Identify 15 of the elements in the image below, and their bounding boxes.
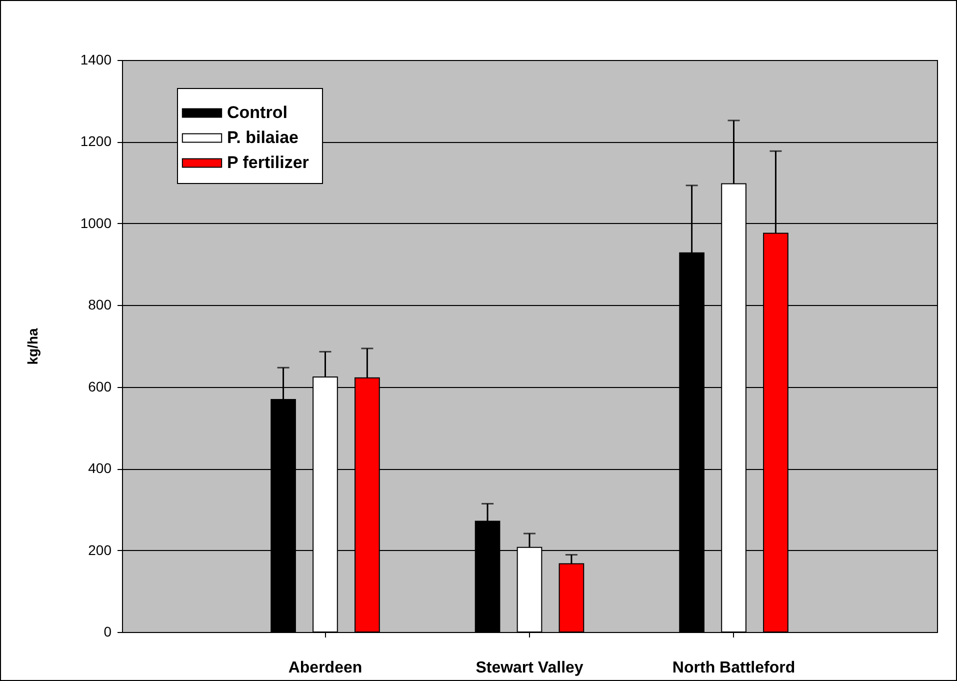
y-tick-label: 1400: [80, 52, 112, 68]
x-tick-label: North Battleford: [672, 660, 796, 676]
y-tick-label: 1200: [80, 133, 112, 150]
y-tick-label: 400: [88, 460, 112, 476]
x-tick-label: Stewart Valley: [476, 660, 584, 676]
legend-label: Control: [227, 103, 288, 122]
y-tick-label: 1000: [80, 214, 112, 231]
y-tick-label: 600: [88, 378, 112, 394]
legend-label: P. bilaiae: [227, 128, 299, 147]
x-tick-label: Aberdeen: [288, 660, 362, 676]
y-tick-label: 200: [88, 542, 112, 558]
y-tick-label: 800: [88, 296, 112, 313]
y-axis-title: kg/ha: [24, 328, 40, 365]
y-tick-label: 0: [104, 624, 112, 640]
legend-label: P fertilizer: [227, 153, 310, 172]
